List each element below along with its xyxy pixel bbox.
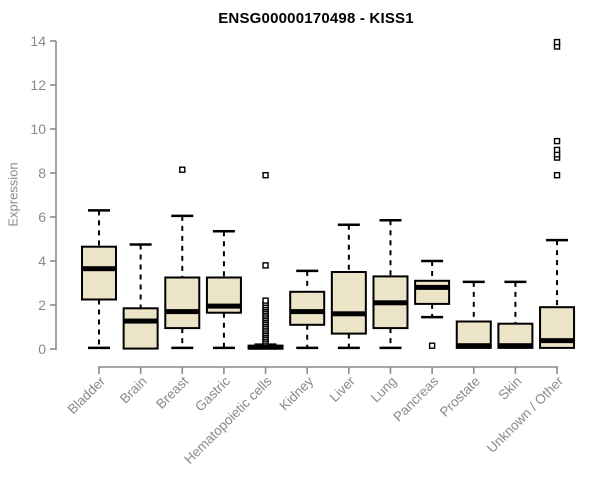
outlier-point — [262, 171, 269, 179]
outlier-point — [553, 171, 561, 179]
box-hematopoietic-cells — [247, 171, 284, 350]
y-tick-label: 12 — [30, 77, 46, 93]
iqr-box — [330, 271, 367, 335]
box-gastric — [205, 230, 242, 350]
y-tick-label: 10 — [30, 121, 46, 137]
outlier-point — [262, 297, 269, 304]
median-line — [123, 318, 158, 324]
x-tick-label-kidney: Kidney — [277, 373, 317, 413]
box-kidney — [289, 269, 326, 350]
median-line — [248, 344, 283, 350]
outlier-point — [262, 262, 269, 269]
chart-title: ENSG00000170498 - KISS1 — [218, 10, 414, 27]
iqr-box — [81, 245, 117, 301]
median-line — [456, 343, 491, 349]
box-unknown-other — [539, 38, 576, 349]
box-lung — [372, 219, 409, 350]
box-pancreas — [414, 259, 451, 349]
median-line — [415, 284, 450, 290]
median-line — [206, 303, 241, 309]
x-tick-label-unknown-other: Unknown / Other — [484, 373, 567, 456]
iqr-box — [289, 290, 326, 326]
iqr-box — [122, 307, 159, 350]
median-line — [82, 266, 116, 272]
outlier-point — [553, 38, 561, 46]
box-skin — [497, 280, 534, 349]
x-tick-label-bladder: Bladder — [65, 373, 109, 417]
x-tick-label-gastric: Gastric — [192, 373, 233, 414]
outlier-point — [428, 342, 436, 349]
median-line — [498, 343, 533, 349]
y-tick-label: 0 — [38, 341, 46, 357]
y-tick-label: 14 — [30, 33, 46, 49]
iqr-box — [414, 279, 451, 305]
x-tick-label-breast: Breast — [153, 373, 191, 411]
median-line — [165, 309, 200, 315]
median-line — [373, 300, 408, 306]
y-tick-label: 4 — [38, 253, 46, 269]
outlier-point — [553, 146, 561, 154]
y-tick-label: 2 — [38, 297, 46, 313]
x-tick-label-pancreas: Pancreas — [390, 373, 441, 424]
y-tick-label: 8 — [38, 165, 46, 181]
median-line — [540, 338, 575, 344]
box-brain — [122, 243, 159, 350]
outlier-point — [179, 166, 186, 173]
box-bladder — [81, 209, 117, 350]
x-tick-label-prostate: Prostate — [437, 374, 483, 420]
iqr-box — [164, 276, 201, 330]
y-tick-label: 6 — [38, 209, 46, 225]
outlier-point — [553, 137, 561, 145]
median-line — [290, 309, 325, 315]
x-tick-label-skin: Skin — [495, 374, 524, 403]
box-prostate — [455, 280, 492, 349]
x-tick-label-lung: Lung — [368, 374, 400, 406]
box-breast — [164, 166, 201, 350]
box-liver — [330, 223, 367, 350]
x-tick-label-brain: Brain — [117, 374, 150, 407]
median-line — [331, 311, 366, 317]
x-tick-label-liver: Liver — [327, 373, 359, 405]
